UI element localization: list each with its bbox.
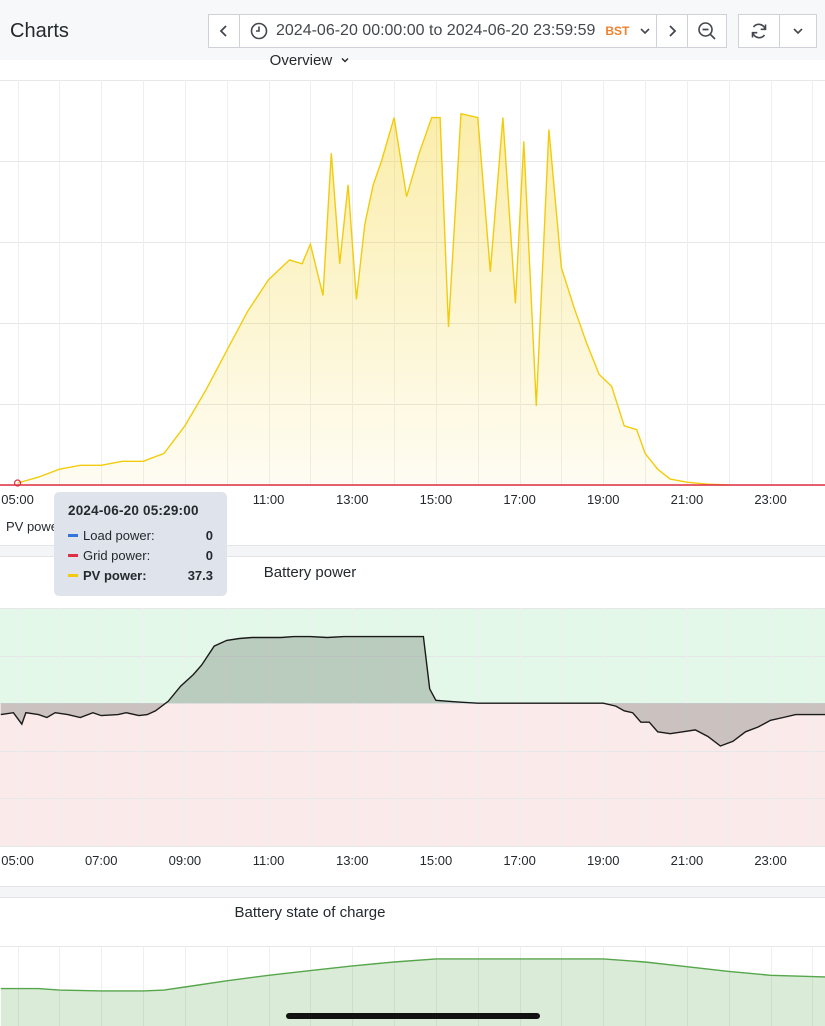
x-tick-label: 05:00 [1, 853, 34, 868]
x-tick-label: 15:00 [419, 492, 453, 507]
previous-range-button[interactable] [208, 14, 240, 48]
header-bar: Charts 2024-06-20 00:00:00 to 2024-06-20… [0, 0, 825, 60]
tooltip-label: Grid power: [83, 547, 151, 563]
tooltip-row-grid: Grid power: 0 [68, 545, 213, 565]
tooltip-value: 0 [205, 547, 213, 563]
x-tick-label: 11:00 [252, 492, 285, 507]
chevron-left-icon [219, 25, 227, 37]
page-title: Charts [10, 20, 69, 42]
x-tick-label: 15:00 [419, 853, 453, 868]
x-tick-label: 13:00 [335, 853, 369, 868]
x-tick-label: 21:00 [670, 853, 704, 868]
x-tick-label: 21:00 [670, 492, 704, 507]
x-tick-label: 17:00 [503, 492, 536, 507]
tooltip-row-pv: PV power: 37.3 [68, 565, 213, 585]
x-tick-label: 17:00 [503, 853, 536, 868]
battery-power-chart[interactable] [0, 608, 825, 848]
pv-power-line [17, 112, 729, 486]
battery-soc-chart[interactable] [0, 946, 825, 1026]
zoom-out-button[interactable] [687, 14, 727, 48]
clock-icon [250, 22, 268, 40]
soc-line [0, 958, 825, 992]
chevron-down-icon [341, 58, 349, 63]
soc-area [0, 958, 825, 1026]
tooltip-value: 37.3 [187, 567, 213, 583]
battery-power-line [0, 635, 825, 747]
time-range-picker[interactable]: 2024-06-20 00:00:00 to 2024-06-20 23:59:… [239, 14, 657, 48]
tooltip-time: 2024-06-20 05:29:00 [68, 503, 199, 518]
tooltip-label: PV power: [83, 567, 147, 583]
chevron-down-icon [793, 28, 803, 35]
next-range-button[interactable] [656, 14, 688, 48]
x-tick-label: 23:00 [754, 492, 787, 507]
zoom-out-icon [698, 22, 716, 40]
hover-tooltip: 2024-06-20 05:29:00 Load power: 0 Grid p… [54, 492, 227, 596]
x-tick-label: 23:00 [754, 853, 787, 868]
grid-swatch [68, 553, 78, 557]
x-tick-label: 05:00 [1, 492, 34, 507]
chevron-down-icon [640, 28, 650, 35]
overview-chart[interactable] [0, 80, 825, 490]
chevron-right-icon [669, 25, 677, 37]
x-tick-label: 19:00 [586, 492, 620, 507]
legend-pv-power[interactable]: PV powe [6, 519, 59, 534]
pv-power-area [17, 113, 729, 485]
load-swatch [68, 533, 78, 537]
x-tick-label: 11:00 [252, 853, 285, 868]
tooltip-label: Load power: [83, 527, 155, 543]
x-tick-label: 07:00 [84, 853, 118, 868]
refresh-interval-dropdown[interactable] [779, 14, 817, 48]
pv-swatch [68, 573, 78, 577]
tooltip-value: 0 [205, 527, 213, 543]
x-tick-label: 09:00 [168, 853, 202, 868]
panel-title-overview[interactable]: Overview [250, 52, 370, 69]
panel-title-battery-soc[interactable]: Battery state of charge [234, 904, 386, 921]
refresh-button[interactable] [738, 14, 780, 48]
panel-separator [0, 886, 825, 898]
x-tick-label: 19:00 [586, 853, 620, 868]
timezone-badge: BST [605, 24, 630, 38]
hover-point-marker [13, 479, 22, 487]
panel-title-battery-power[interactable]: Battery power [263, 564, 357, 581]
x-tick-label: 13:00 [335, 492, 369, 507]
home-indicator [286, 1013, 540, 1019]
refresh-icon [751, 23, 767, 39]
battery-power-area [0, 636, 825, 746]
tooltip-row-load: Load power: 0 [68, 525, 213, 545]
time-range-text: 2024-06-20 00:00:00 to 2024-06-20 23:59:… [276, 22, 596, 39]
